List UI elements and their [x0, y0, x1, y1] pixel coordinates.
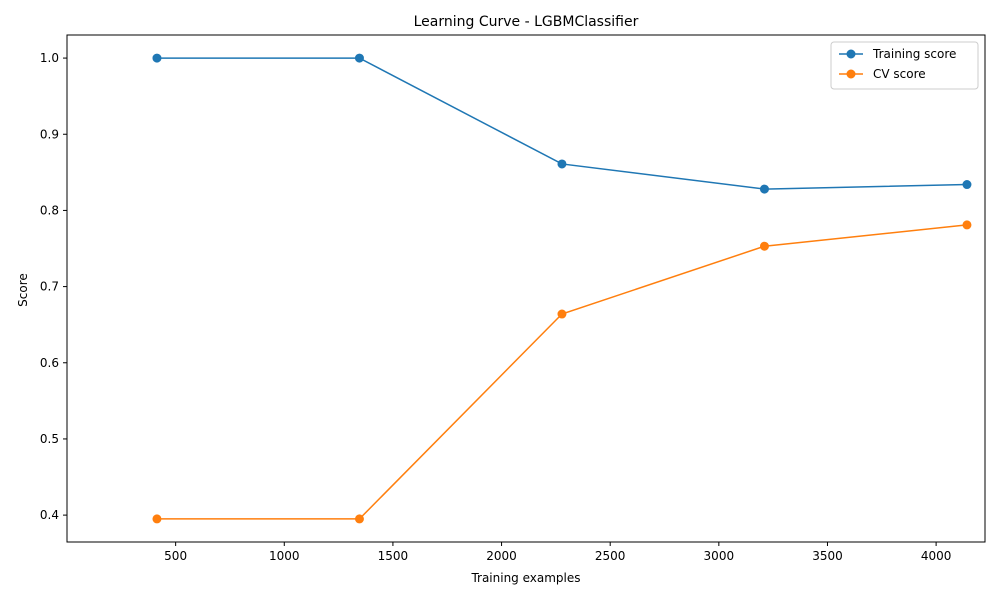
- legend-box: [830, 41, 979, 90]
- y-tick-label: 0.8: [40, 203, 59, 217]
- legend-entry: Training score: [839, 47, 956, 61]
- series-layer: [152, 53, 972, 524]
- y-tick-label: 0.7: [40, 280, 59, 294]
- data-point: [962, 220, 972, 230]
- legend-marker: [846, 49, 856, 59]
- legend-marker: [846, 69, 856, 79]
- data-point: [759, 184, 769, 194]
- x-tick-label: 1500: [378, 549, 409, 563]
- data-point: [152, 514, 162, 524]
- x-tick-label: 3500: [812, 549, 843, 563]
- data-point: [962, 180, 972, 190]
- y-tick-label: 0.4: [40, 508, 59, 522]
- data-point: [354, 53, 364, 63]
- x-axis-ticks: 500 1000 1500 2000 2500 3000 3500 4000: [164, 542, 951, 563]
- x-tick-label: 2000: [486, 549, 517, 563]
- y-tick-label: 0.6: [40, 356, 59, 370]
- y-tick-label: 0.5: [40, 432, 59, 446]
- y-axis-ticks: 0.4 0.5 0.6 0.7 0.8 0.9 1.0: [40, 51, 67, 522]
- x-tick-label: 4000: [921, 549, 952, 563]
- x-axis-title: Training examples: [470, 571, 580, 585]
- series-cv-score: [152, 220, 972, 524]
- x-tick-label: 500: [164, 549, 187, 563]
- y-tick-label: 0.9: [40, 127, 59, 141]
- x-tick-label: 2500: [595, 549, 626, 563]
- chart-title: Learning Curve - LGBMClassifier: [414, 14, 639, 30]
- data-point: [557, 309, 567, 319]
- x-tick-label: 3000: [704, 549, 735, 563]
- y-tick-label: 1.0: [40, 51, 59, 65]
- axes-frame: [66, 34, 986, 543]
- data-point: [152, 53, 162, 63]
- data-point: [354, 514, 364, 524]
- legend-label: Training score: [872, 47, 956, 61]
- series-training-score: [152, 53, 972, 194]
- y-axis-title: Score: [16, 273, 30, 307]
- legend-entry: CV score: [839, 67, 926, 81]
- data-point: [557, 159, 567, 169]
- plot-area-border: [66, 34, 986, 543]
- legend: Training score CV score: [830, 41, 979, 90]
- legend-label: CV score: [873, 67, 926, 81]
- series-line: [156, 224, 968, 520]
- data-point: [759, 241, 769, 251]
- x-tick-label: 1000: [269, 549, 300, 563]
